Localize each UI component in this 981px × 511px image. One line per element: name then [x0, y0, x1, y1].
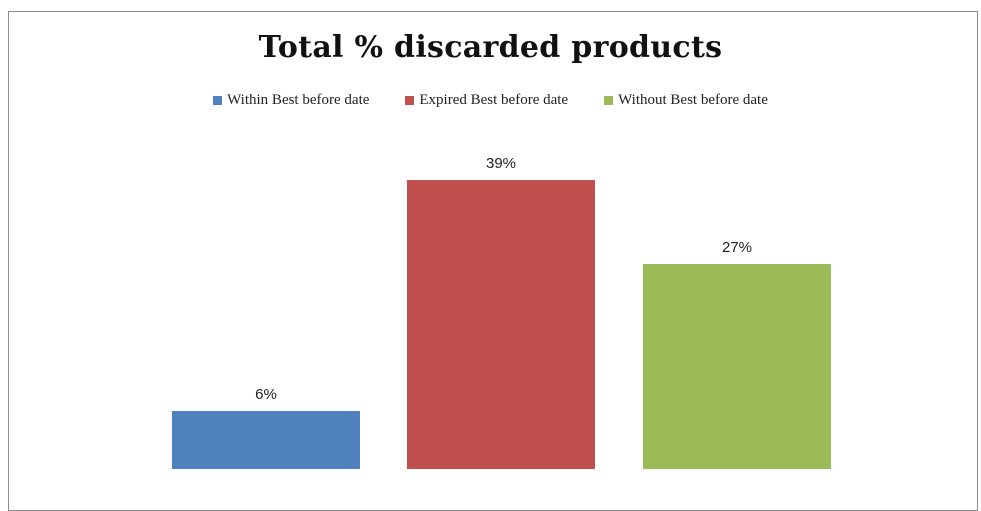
legend-item-without: Without Best before date [604, 92, 768, 109]
legend-swatch-without [604, 96, 614, 105]
data-label-within: 6% [255, 386, 277, 403]
legend-swatch-within [213, 96, 223, 105]
bar-within [172, 411, 360, 469]
bar-expired [407, 180, 595, 469]
chart-title: Total % discarded products [258, 30, 723, 65]
legend-swatch-expired [405, 96, 415, 105]
legend-label-within: Within Best before date [227, 92, 370, 108]
chart-legend: Within Best before date Expired Best bef… [0, 92, 981, 109]
data-label-without: 27% [722, 239, 752, 256]
legend-item-within: Within Best before date [213, 92, 369, 109]
legend-item-expired: Expired Best before date [405, 92, 568, 109]
data-label-expired: 39% [486, 155, 516, 172]
legend-label-expired: Expired Best before date [419, 92, 569, 108]
legend-label-without: Without Best before date [618, 92, 768, 108]
bar-without [643, 264, 831, 469]
bar-plot: 6% 39% 27% [172, 155, 831, 469]
